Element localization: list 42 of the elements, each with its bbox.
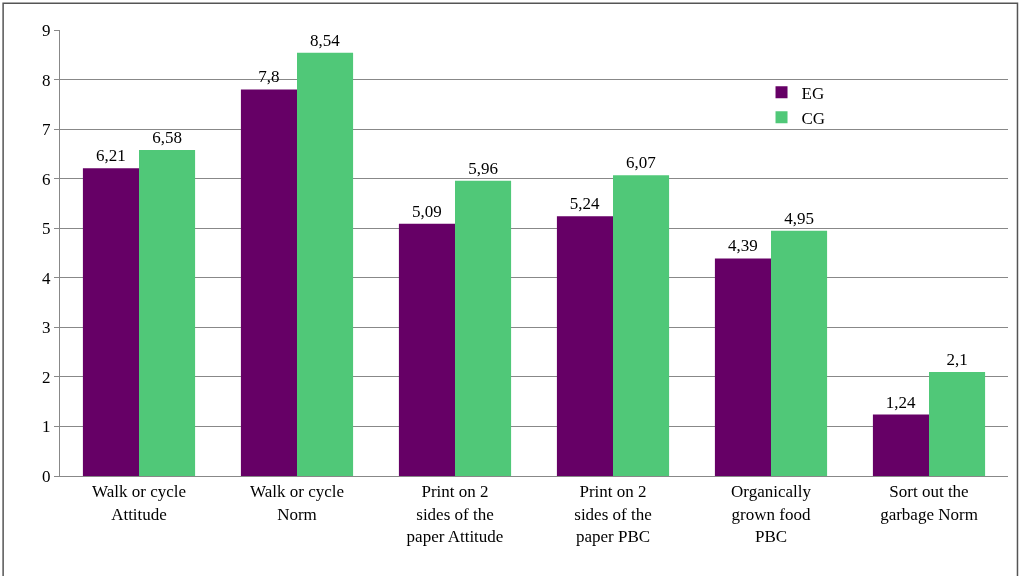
y-tick-label: 2 xyxy=(42,367,51,387)
data-label: 8,54 xyxy=(309,30,341,50)
bar xyxy=(139,149,196,476)
data-label: 2,1 xyxy=(946,349,968,369)
bar xyxy=(613,175,670,476)
y-tick-label: 7 xyxy=(42,120,52,140)
data-label: 1,24 xyxy=(885,392,917,412)
data-label: 4,95 xyxy=(784,208,814,228)
x-tick-label: Print on 2 sides of the paper PBC xyxy=(574,482,652,546)
x-tick-label: Organically grown food PBC xyxy=(731,482,812,546)
y-tick-label: 8 xyxy=(42,70,51,90)
x-tick-label: Print on 2 sides of the paper Attitude xyxy=(406,482,504,546)
y-tick-label: 6 xyxy=(42,169,51,189)
data-label: 6,21 xyxy=(96,146,126,166)
bar xyxy=(297,52,354,476)
y-tick-label: 9 xyxy=(42,20,51,40)
legend-label: EG xyxy=(801,83,825,103)
legend-label: CG xyxy=(801,108,826,128)
bar xyxy=(929,371,986,476)
bar xyxy=(82,168,139,476)
bar xyxy=(872,414,929,476)
bar xyxy=(771,230,828,476)
bar xyxy=(556,216,613,476)
y-tick-label: 0 xyxy=(42,466,51,486)
bar xyxy=(240,89,297,476)
data-label: 7,8 xyxy=(258,67,280,87)
x-tick-label: Sort out the garbage Norm xyxy=(880,482,978,524)
bar xyxy=(714,258,771,476)
x-tick-label: Walk or cycle Attitude xyxy=(92,482,186,524)
data-label: 5,96 xyxy=(468,158,498,178)
bar xyxy=(455,180,512,476)
y-tick-label: 5 xyxy=(42,219,51,239)
data-label: 6,07 xyxy=(625,153,657,173)
y-tick-label: 3 xyxy=(42,318,51,338)
bar xyxy=(398,223,455,476)
x-tick-label: Walk or cycle Norm xyxy=(250,482,344,524)
y-tick-label: 1 xyxy=(42,417,51,437)
data-label: 5,09 xyxy=(412,201,442,221)
data-label: 4,39 xyxy=(728,236,758,256)
data-label: 5,24 xyxy=(569,194,601,214)
y-tick-label: 4 xyxy=(42,268,52,288)
data-label: 6,58 xyxy=(152,127,182,147)
